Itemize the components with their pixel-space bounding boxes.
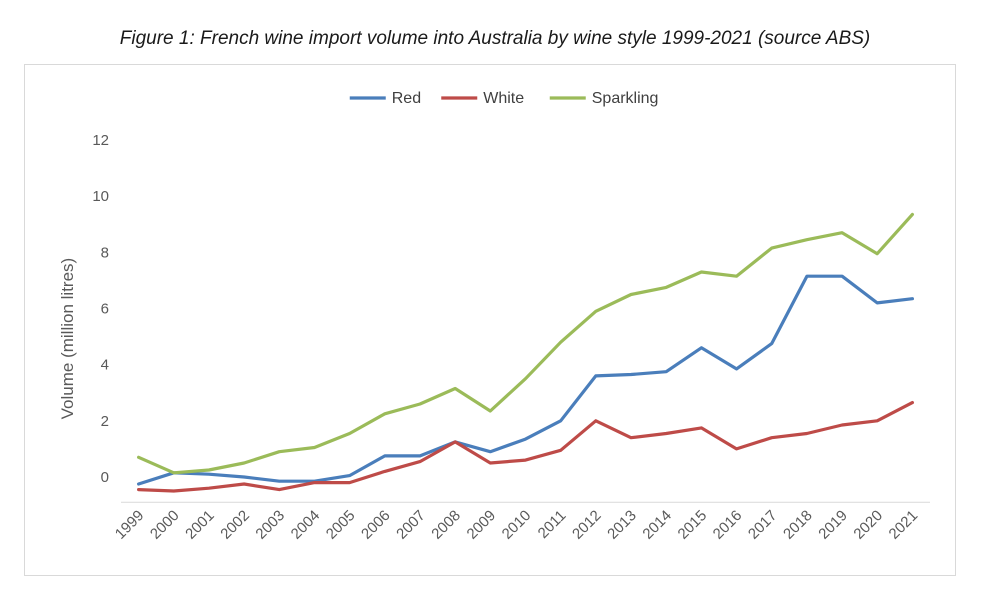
y-tick-label: 8 — [101, 244, 109, 261]
series-line-red — [136, 274, 915, 486]
x-tick-label: 2017 — [745, 507, 781, 543]
x-tick-label: 2006 — [358, 507, 394, 543]
x-tick-label: 2007 — [393, 507, 429, 543]
x-tick-label: 2010 — [499, 507, 535, 543]
x-tick-label: 2003 — [252, 507, 288, 543]
y-tick-label: 6 — [101, 301, 109, 318]
y-tick-label: 2 — [101, 413, 109, 430]
x-tick-label: 2021 — [886, 507, 922, 543]
x-tick-label: 2015 — [675, 507, 711, 543]
chart-area: 0 2 4 6 8 10 12 Volume (million litres) 1999 2000… — [24, 64, 956, 576]
x-tick-label: 2020 — [850, 507, 886, 543]
legend-label-sparkling: Sparkling — [592, 90, 659, 107]
x-tick-label: 2011 — [535, 507, 570, 542]
x-tick-label: 2018 — [780, 507, 816, 543]
y-tick-label: 4 — [101, 357, 109, 374]
y-tick-label: 12 — [92, 132, 109, 149]
legend-label-white: White — [483, 90, 524, 107]
x-tick-label: 2012 — [569, 507, 605, 543]
x-tick-label: 2005 — [323, 507, 359, 543]
x-tick-label: 2001 — [182, 507, 218, 543]
y-tick-label: 10 — [92, 188, 109, 205]
x-tick-label: 1999 — [112, 507, 148, 543]
x-tick-label: 2009 — [464, 507, 500, 543]
x-tick-label: 2000 — [147, 507, 183, 543]
x-tick-label: 2014 — [639, 507, 675, 543]
figure-caption: Figure 1: French wine import volume into… — [119, 28, 871, 49]
series-line-white — [136, 401, 915, 493]
x-tick-label: 2008 — [428, 507, 464, 543]
x-tick-label: 2002 — [217, 507, 253, 543]
x-tick-label: 2004 — [288, 507, 324, 543]
y-tick-label: 0 — [101, 469, 109, 486]
legend-label-red: Red — [392, 90, 421, 107]
x-tick-label: 2019 — [815, 507, 851, 543]
series-line-sparkling — [136, 212, 915, 475]
x-tick-label: 2016 — [710, 507, 746, 543]
y-axis-title: Volume (million litres) — [58, 258, 77, 420]
x-tick-label: 2013 — [604, 507, 640, 543]
line-chart: 0 2 4 6 8 10 12 Volume (million litres) 1999 2000… — [58, 90, 930, 543]
